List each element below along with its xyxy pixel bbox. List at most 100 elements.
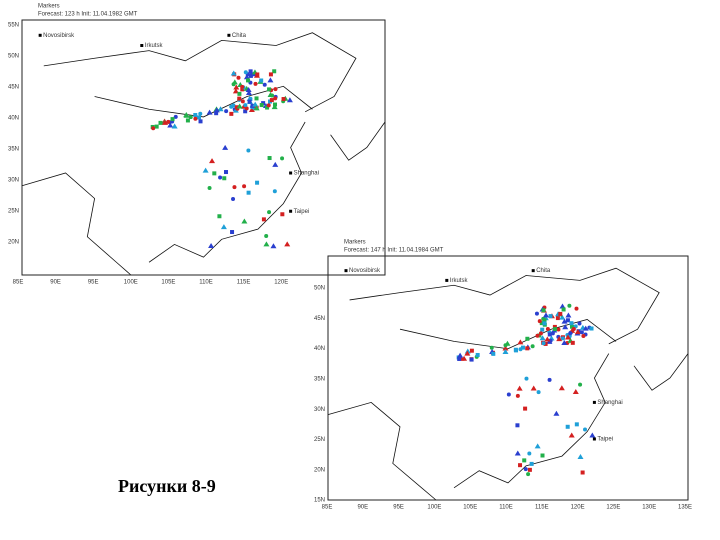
caption: Рисунки 8-9 — [118, 476, 216, 496]
marker — [523, 467, 528, 472]
marker — [151, 126, 156, 131]
lat-label: 50N — [8, 54, 19, 60]
marker — [515, 393, 520, 398]
marker — [232, 185, 237, 190]
marker — [193, 113, 198, 118]
marker — [230, 70, 237, 76]
marker — [469, 348, 474, 353]
place-dot — [289, 209, 293, 213]
lat-label: 40N — [8, 116, 19, 122]
marker — [527, 451, 532, 456]
place-label: Irkutsk — [450, 278, 469, 284]
marker — [254, 96, 259, 101]
marker — [556, 327, 561, 332]
marker — [552, 324, 557, 329]
marker — [547, 377, 552, 382]
place-dot — [592, 437, 596, 441]
marker — [158, 120, 163, 125]
marker — [246, 78, 251, 83]
marker — [207, 186, 212, 191]
marker — [272, 189, 277, 194]
marker — [556, 336, 563, 342]
marker — [518, 347, 523, 352]
marker — [162, 119, 169, 125]
lat-label: 20N — [314, 467, 325, 473]
marker — [504, 340, 511, 346]
marker — [243, 103, 248, 108]
marker — [539, 335, 546, 341]
map-subheader: Forecast: 147 h Init: 11.04.1984 GMT — [344, 248, 444, 254]
marker — [272, 161, 279, 167]
marker — [565, 424, 570, 429]
place-label: Novosibirsk — [349, 268, 381, 274]
marker — [525, 336, 530, 341]
marker — [265, 105, 270, 110]
marker — [565, 312, 572, 318]
place-label: Taipei — [597, 437, 613, 443]
place-dot — [445, 278, 449, 282]
marker — [534, 443, 541, 449]
marker — [241, 218, 248, 224]
marker — [214, 111, 219, 116]
marker — [206, 109, 213, 115]
place-label: Taipei — [294, 209, 310, 215]
marker — [542, 321, 547, 326]
marker — [253, 105, 260, 111]
marker — [173, 114, 178, 119]
marker — [538, 331, 543, 336]
marker — [267, 210, 272, 215]
coastline — [633, 353, 689, 391]
marker — [543, 341, 548, 346]
marker — [523, 406, 528, 411]
marker — [561, 339, 568, 345]
lon-label: 110E — [499, 505, 513, 511]
map-frame — [327, 255, 689, 501]
marker — [244, 106, 249, 111]
marker — [562, 324, 569, 330]
lon-label: 95E — [393, 505, 404, 511]
marker — [553, 410, 560, 416]
marker — [245, 87, 252, 93]
coastline — [94, 85, 313, 118]
lon-label: 105E — [161, 280, 175, 286]
marker — [502, 345, 509, 351]
lon-label: 95E — [88, 280, 99, 286]
marker — [217, 214, 222, 219]
marker — [530, 385, 537, 391]
marker — [522, 458, 527, 463]
marker — [464, 348, 471, 354]
marker — [263, 241, 270, 247]
marker — [491, 351, 496, 356]
marker — [577, 454, 584, 460]
marker — [250, 103, 255, 108]
marker — [469, 357, 474, 362]
marker — [524, 376, 529, 381]
marker — [547, 332, 552, 337]
marker — [536, 390, 541, 395]
marker — [193, 116, 198, 121]
marker — [581, 334, 586, 339]
marker — [154, 124, 159, 129]
coastline — [148, 121, 306, 263]
marker — [520, 345, 525, 350]
marker — [198, 119, 203, 124]
marker — [261, 217, 266, 222]
place-dot — [344, 269, 348, 273]
marker — [561, 307, 566, 312]
marker — [475, 352, 480, 357]
marker — [240, 99, 245, 104]
marker — [218, 175, 223, 180]
marker — [568, 331, 573, 336]
marker — [578, 382, 583, 387]
place-label: Chita — [536, 268, 551, 274]
marker — [236, 103, 243, 109]
marker — [558, 385, 565, 391]
marker — [229, 104, 234, 109]
place-label: Chita — [232, 33, 247, 39]
marker — [262, 82, 267, 87]
lon-label: 120E — [571, 505, 585, 511]
marker — [231, 79, 238, 85]
marker — [544, 336, 551, 342]
marker — [248, 106, 255, 112]
marker — [502, 348, 509, 354]
